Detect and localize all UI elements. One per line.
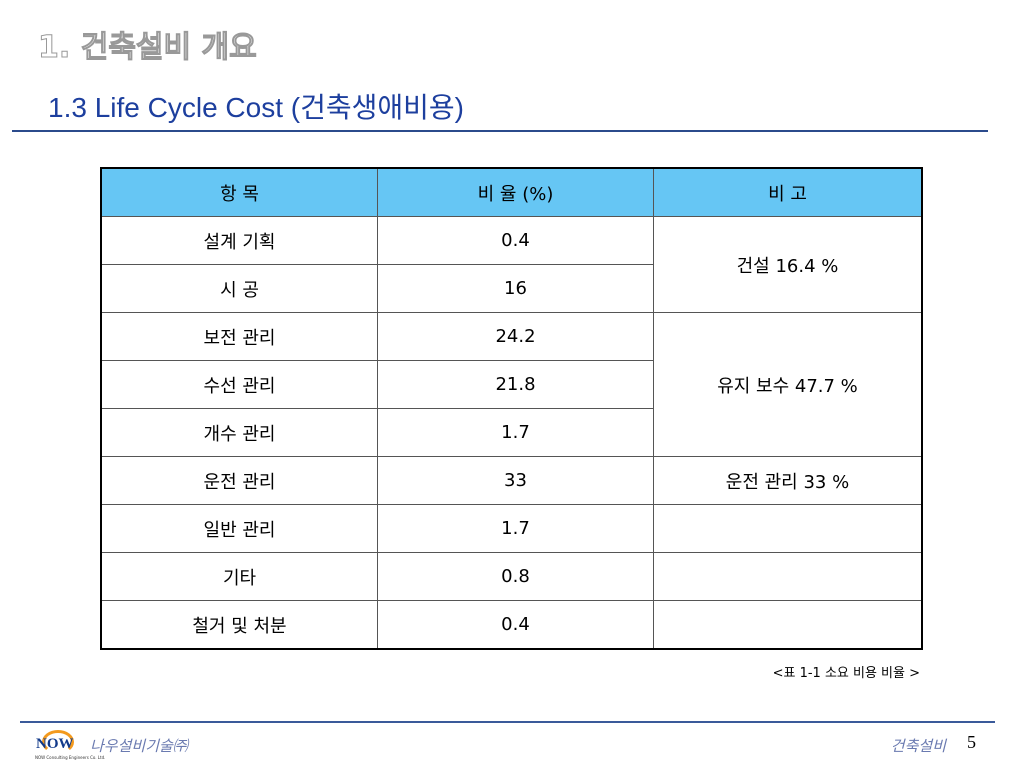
ratio: 0.8 — [377, 552, 654, 601]
section-heading: 1. 건축설비 개요 — [38, 30, 258, 66]
empty-note — [653, 552, 923, 601]
item: 수선 관리 — [100, 360, 378, 409]
company-name: 나우설비기술㈜ — [90, 737, 188, 755]
ratio: 0.4 — [377, 600, 654, 650]
logo-ring — [42, 730, 74, 754]
page-number: 5 — [967, 732, 976, 752]
item: 철거 및 처분 — [100, 600, 378, 650]
footer-rule — [20, 721, 995, 723]
logo-subtext: NOW Consulting Engineers Co. Ltd. — [35, 755, 106, 760]
ratio: 1.7 — [377, 504, 654, 553]
note: 운전 관리 33 % — [653, 456, 923, 505]
item: 시 공 — [100, 264, 378, 313]
column-header: 비 고 — [653, 167, 923, 217]
item: 기타 — [100, 552, 378, 601]
item: 설계 기획 — [100, 216, 378, 265]
item: 일반 관리 — [100, 504, 378, 553]
ratio: 33 — [377, 456, 654, 505]
note: 건설 16.4 % — [653, 216, 923, 313]
empty-note — [653, 504, 923, 553]
column-header: 항 목 — [100, 167, 378, 217]
item: 운전 관리 — [100, 456, 378, 505]
column-header: 비 율 (%) — [377, 167, 654, 217]
title-rule — [12, 130, 988, 132]
ratio: 0.4 — [377, 216, 654, 265]
empty-note — [653, 600, 923, 650]
logo: NOW — [36, 736, 74, 752]
slide-title: 1.3 Life Cycle Cost (건축생애비용) — [48, 92, 464, 123]
ratio: 1.7 — [377, 408, 654, 457]
item: 개수 관리 — [100, 408, 378, 457]
cost-table: 항 목 비 율 (%) 비 고 설계 기획 0.4 건설 16.4 % 시 공 16 … — [100, 167, 923, 650]
ratio: 24.2 — [377, 312, 654, 361]
note: 유지 보수 47.7 % — [653, 312, 923, 457]
footer-topic: 건축설비 — [890, 737, 946, 755]
header-row: 항 목 비 율 (%) 비 고 — [100, 167, 923, 217]
ratio: 16 — [377, 264, 654, 313]
item: 보전 관리 — [100, 312, 378, 361]
table-caption: <표 1-1 소요 비용 비율 > — [772, 666, 920, 681]
ratio: 21.8 — [377, 360, 654, 409]
